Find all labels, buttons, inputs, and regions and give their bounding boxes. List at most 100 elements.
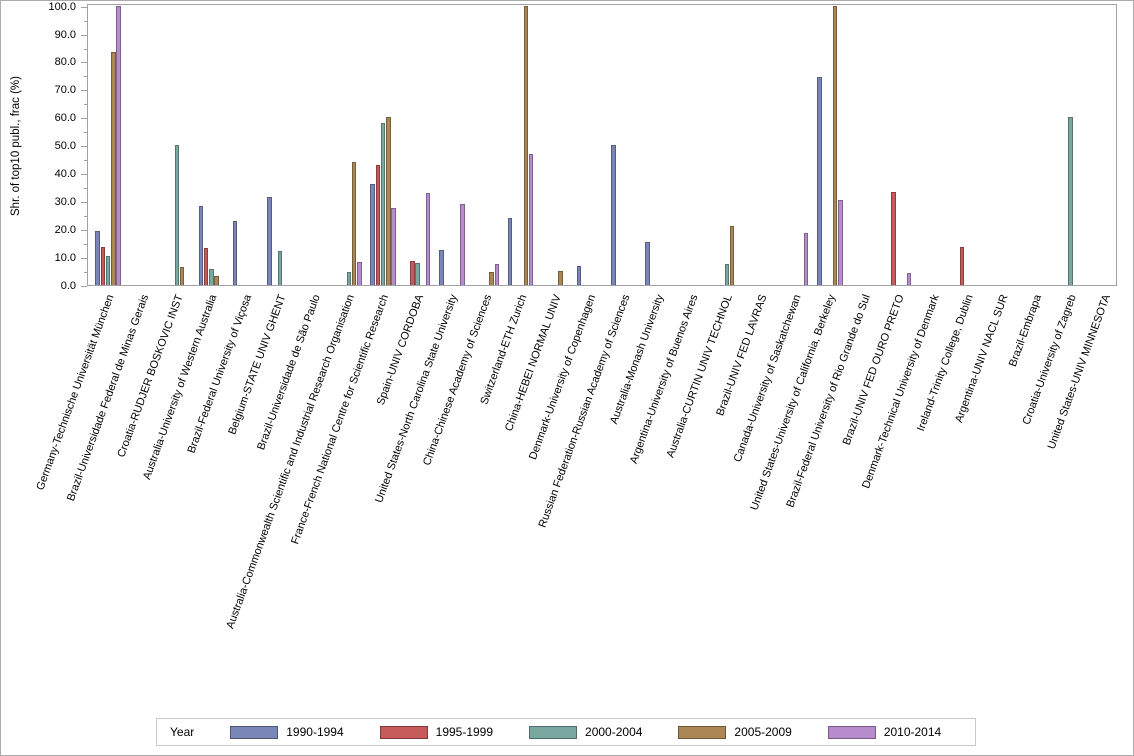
- y-minor-tick-mark: [84, 272, 87, 274]
- bar-2005-2009: [386, 117, 391, 285]
- bar-2005-2009: [523, 5, 529, 285]
- y-minor-tick-mark: [84, 188, 87, 190]
- bar-1990-1994: [645, 241, 650, 285]
- y-tick-mark: [81, 6, 87, 8]
- legend-item: 2000-2004: [529, 725, 642, 739]
- bar-1990-1994: [267, 197, 272, 285]
- legend-item: 1995-1999: [379, 725, 494, 739]
- y-minor-tick-mark: [84, 160, 87, 162]
- legend-swatch-2000-2004: [529, 725, 578, 739]
- legend-swatch-1990-1994: [230, 725, 279, 739]
- bar-2010-2014: [460, 204, 465, 285]
- bar-1995-1999: [100, 247, 106, 285]
- bar-1990-1994: [95, 230, 100, 285]
- y-tick-mark: [81, 258, 87, 260]
- legend-item-label: 2010-2014: [883, 725, 942, 739]
- legend-swatch-2005-2009: [678, 725, 727, 739]
- y-tick-mark: [81, 202, 87, 204]
- y-tick-label: 40.0: [54, 168, 76, 181]
- bar-2010-2014: [391, 208, 396, 285]
- y-tick-label: 60.0: [54, 112, 76, 125]
- bar-2005-2009: [489, 271, 494, 285]
- y-tick-label: 70.0: [54, 84, 76, 97]
- y-minor-tick-mark: [84, 48, 87, 50]
- bar-2005-2009: [111, 52, 116, 285]
- legend-item: 1990-1994: [230, 725, 344, 739]
- y-tick-label: 20.0: [54, 224, 76, 237]
- bar-1995-1999: [959, 246, 965, 285]
- legend-item-label: 1995-1999: [435, 725, 494, 739]
- bar-1990-1994: [507, 217, 513, 285]
- bar-1990-1994: [611, 145, 616, 285]
- y-axis-title: Shr. of top10 publ., frac (%): [10, 76, 22, 216]
- y-minor-tick-mark: [84, 244, 87, 246]
- bar-1990-1994: [232, 220, 238, 285]
- bar-2000-2004: [174, 145, 180, 285]
- y-minor-tick-mark: [84, 76, 87, 78]
- bar-2000-2004: [380, 123, 386, 285]
- bar-1990-1994: [439, 250, 444, 285]
- bar-2005-2009: [729, 226, 735, 285]
- bar-1995-1999: [375, 164, 381, 285]
- legend-item-label: 2005-2009: [734, 725, 792, 739]
- bar-1990-1994: [817, 76, 822, 285]
- x-category-label: Brazil-Universidade de São Paulo: [255, 293, 323, 452]
- bar-2005-2009: [179, 267, 185, 285]
- x-category-label: Argentina-University of Buenos Aires: [628, 293, 701, 466]
- bar-1995-1999: [891, 192, 896, 285]
- y-tick-mark: [81, 62, 87, 64]
- plot-area: [87, 4, 1117, 286]
- bar-2005-2009: [351, 161, 357, 285]
- legend: Year 1990-1994 1995-1999 2000-2004 2005-200…: [156, 718, 976, 746]
- bar-2000-2004: [415, 263, 420, 285]
- y-tick-mark: [81, 34, 87, 36]
- bar-1990-1994: [198, 205, 204, 285]
- x-category-label: Canada-University of Saskatchewan: [732, 293, 804, 464]
- legend-item: 2010-2014: [827, 725, 942, 739]
- y-tick-label: 30.0: [54, 196, 76, 209]
- bar-1995-1999: [410, 260, 415, 285]
- y-tick-label: 0.0: [60, 280, 76, 292]
- bar-2000-2004: [209, 269, 214, 285]
- legend-swatch-1995-1999: [379, 725, 428, 739]
- bar-2005-2009: [558, 271, 563, 285]
- bar-2010-2014: [425, 192, 431, 285]
- y-minor-tick-mark: [84, 216, 87, 218]
- y-tick-label: 90.0: [54, 28, 76, 41]
- y-minor-tick-mark: [84, 104, 87, 106]
- y-minor-tick-mark: [84, 132, 87, 134]
- bar-2010-2014: [838, 200, 843, 285]
- x-category-label: Brazil-Federal University of Viçosa: [185, 293, 254, 455]
- y-tick-label: 100.0: [48, 0, 76, 13]
- bar-2010-2014: [357, 261, 362, 285]
- legend-item: 2005-2009: [678, 725, 792, 739]
- y-tick-mark: [81, 90, 87, 92]
- x-category-label: Australia-Commonwealth Scientific and In…: [224, 293, 358, 631]
- y-tick-label: 10.0: [54, 252, 76, 265]
- bar-1995-1999: [203, 248, 209, 285]
- bar-2010-2014: [528, 153, 534, 285]
- y-tick-label: 50.0: [54, 140, 76, 153]
- legend-title: Year: [170, 725, 195, 739]
- bar-2010-2014: [494, 264, 500, 285]
- y-tick-mark: [81, 174, 87, 176]
- bar-1990-1994: [576, 265, 582, 285]
- bar-2000-2004: [1068, 117, 1073, 285]
- legend-item-label: 1990-1994: [286, 725, 344, 739]
- x-category-label: Croatia-RUDJER BOSKOVIC INST: [114, 293, 186, 460]
- bar-2000-2004: [277, 250, 283, 285]
- bar-2005-2009: [214, 276, 219, 285]
- legend-item-label: 2000-2004: [585, 725, 643, 739]
- y-tick-mark: [81, 230, 87, 232]
- x-category-label: United States-UNIV MINNESOTA: [1046, 293, 1114, 451]
- y-tick-label: 80.0: [54, 56, 76, 69]
- y-tick-mark: [81, 146, 87, 148]
- y-minor-tick-mark: [84, 20, 87, 22]
- x-category-label: Brazil-Embrapa: [1007, 293, 1045, 369]
- bar-2000-2004: [724, 264, 730, 285]
- x-category-label: Denmark-University of Copenhagen: [526, 293, 598, 462]
- legend-swatch-2010-2014: [827, 725, 876, 739]
- bar-2000-2004: [105, 255, 111, 285]
- x-category-label: Australia-CURTIN UNIV TECHNOL: [664, 293, 736, 460]
